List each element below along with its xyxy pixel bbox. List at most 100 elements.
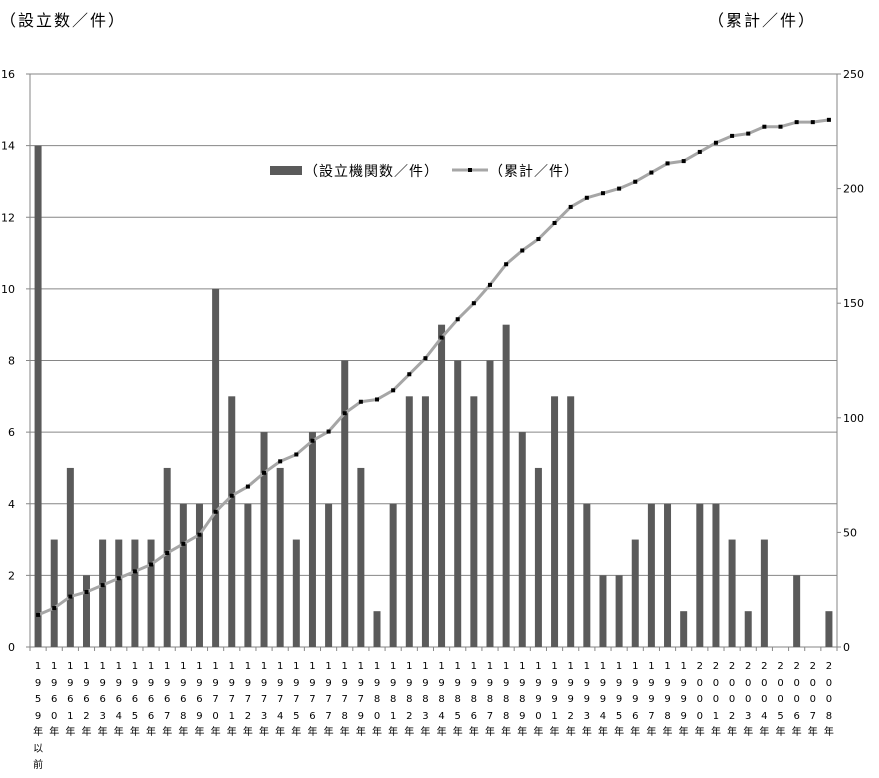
line-point-11 (213, 509, 218, 514)
bar-8 (163, 467, 171, 647)
line-point-21 (375, 397, 380, 402)
line-point-17 (310, 438, 315, 443)
y-left-tick-label-2: 4 (8, 498, 15, 511)
x-tick-label-43: 2002年 (727, 661, 738, 738)
y-left-tick-label-8: 16 (1, 68, 15, 81)
x-tick-label-24: 1983年 (420, 661, 431, 738)
line-point-6 (132, 569, 137, 574)
y-left-tick-label-4: 8 (8, 355, 15, 368)
line-point-45 (762, 124, 767, 129)
line-point-35 (600, 191, 605, 196)
cumulative-line (37, 118, 830, 617)
x-tick-label-30: 1989年 (517, 661, 528, 738)
line-point-39 (665, 161, 670, 166)
line-point-5 (116, 576, 121, 581)
line-point-40 (681, 159, 686, 164)
bar-23 (405, 396, 413, 647)
bar-40 (680, 611, 688, 647)
x-tick-label-26: 1985年 (452, 661, 463, 738)
bar-21 (373, 611, 381, 647)
bar-47 (793, 575, 801, 647)
line-point-20 (358, 399, 363, 404)
x-tick-label-47: 2006年 (791, 661, 802, 738)
bar-14 (260, 432, 268, 647)
bar-15 (276, 467, 284, 647)
bar-25 (438, 324, 446, 647)
x-tick-label-22: 1981年 (388, 661, 399, 738)
y-right-tick-label-5: 250 (843, 68, 864, 81)
bar-6 (131, 539, 139, 647)
bar-44 (744, 611, 752, 647)
line-point-13 (245, 484, 250, 489)
x-tick-label-45: 2004年 (759, 661, 770, 738)
line-point-24 (423, 356, 428, 361)
bar-28 (486, 360, 494, 647)
x-tick-label-35: 1994年 (597, 661, 608, 738)
x-tick-label-20: 1979年 (355, 661, 366, 738)
line-point-41 (697, 149, 702, 154)
line-point-1 (52, 606, 57, 611)
x-tick-label-23: 1982年 (404, 661, 415, 738)
bar-11 (212, 288, 220, 647)
line-point-12 (229, 493, 234, 498)
bar-29 (502, 324, 510, 647)
bar-18 (325, 503, 333, 647)
x-tick-label-39: 1998年 (662, 661, 673, 738)
line-point-43 (730, 133, 735, 138)
bar-4 (99, 539, 107, 647)
line-point-18 (326, 429, 331, 434)
line-point-27 (471, 301, 476, 306)
x-tick-label-34: 1993年 (581, 661, 592, 738)
x-tick-label-40: 1999年 (678, 661, 689, 738)
y-left-tick-label-1: 2 (8, 569, 15, 582)
x-tick-label-10: 1969年 (194, 661, 205, 738)
bar-12 (228, 396, 236, 647)
line-point-29 (504, 262, 509, 267)
x-tick-label-41: 2000年 (694, 661, 705, 738)
bar-33 (567, 396, 575, 647)
line-point-14 (262, 470, 267, 475)
line-point-2 (68, 594, 73, 599)
x-tick-label-36: 1995年 (614, 661, 625, 738)
line-point-19 (342, 411, 347, 416)
x-tick-label-38: 1997年 (646, 661, 657, 738)
x-tick-label-12: 1971年 (226, 661, 237, 738)
bar-16 (292, 539, 300, 647)
line-point-33 (568, 204, 573, 209)
bar-36 (615, 575, 623, 647)
bar-24 (421, 396, 429, 647)
x-tick-label-27: 1986年 (468, 661, 479, 738)
axis-ticks: 0 2 4 6 8 10 12 14 16 0 50 100 150 200 250 (1, 68, 864, 654)
line-point-22 (391, 388, 396, 393)
line-point-31 (536, 237, 541, 242)
x-tick-label-18: 1977年 (323, 661, 334, 738)
line-point-30 (520, 248, 525, 253)
x-tick-label-14: 1973年 (259, 661, 270, 738)
y-left-tick-label-3: 6 (8, 426, 15, 439)
line-point-34 (584, 195, 589, 200)
x-tick-label-7: 1966年 (146, 661, 157, 738)
x-tick-label-5: 1964年 (113, 661, 124, 738)
x-tick-label-0: 1959年以前 (33, 661, 44, 771)
bar-32 (551, 396, 559, 647)
bar-19 (341, 360, 349, 647)
line-point-7 (149, 562, 154, 567)
bar-38 (647, 503, 655, 647)
y-left-tick-label-0: 0 (8, 641, 15, 654)
x-tick-label-1: 1960年 (49, 661, 60, 738)
bar-1 (50, 539, 58, 647)
y-right-tick-label-1: 50 (843, 526, 857, 539)
x-tick-label-48: 2007年 (807, 661, 818, 738)
y-left-tick-label-5: 10 (1, 283, 15, 296)
line-point-25 (439, 335, 444, 340)
x-tick-label-17: 1976年 (307, 661, 318, 738)
line-point-49 (826, 117, 831, 122)
line-point-44 (746, 131, 751, 136)
line-point-16 (294, 452, 299, 457)
bar-13 (244, 503, 252, 647)
x-tick-label-6: 1965年 (129, 661, 140, 738)
legend-line-label: （累計／件） (489, 164, 579, 180)
x-tick-label-16: 1975年 (291, 661, 302, 738)
bar-34 (583, 503, 591, 647)
